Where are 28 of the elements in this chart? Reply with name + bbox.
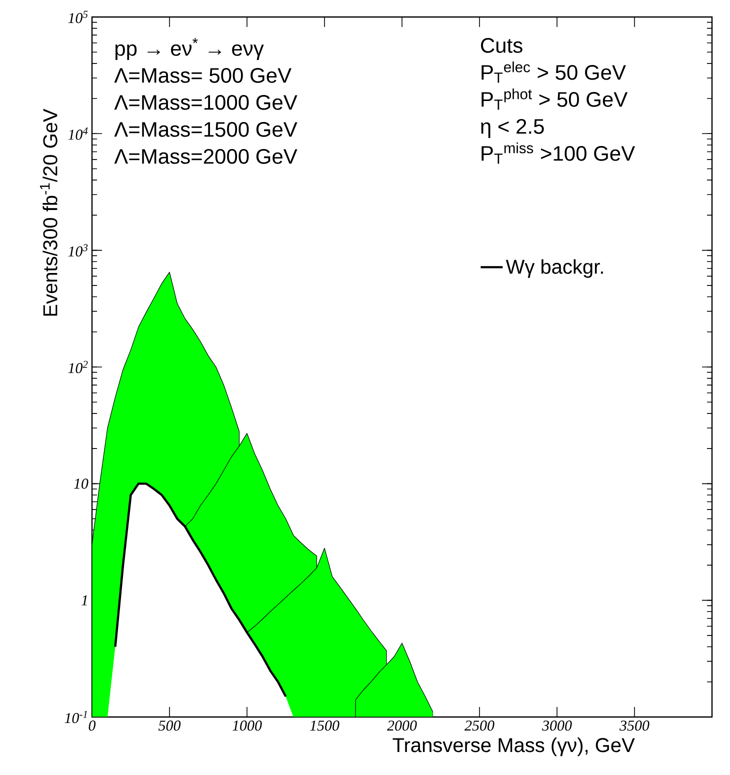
legend-label: Wγ backgr.	[506, 259, 603, 278]
y-axis-title: Events/300 fb$^{-1}$/20 GeV	[40, 108, 58, 316]
annotation: Λ=Mass= 500 GeV	[114, 68, 292, 83]
x-tick-label: 2000	[387, 720, 417, 731]
y-tick-label: 10$^{4}$	[68, 128, 88, 140]
annotation: P$_{T}$$^{phot}$ > 50 GeV	[482, 88, 628, 110]
y-tick-label: 10$^{3}$	[68, 244, 88, 256]
y-tick-label: 1	[82, 595, 87, 606]
annotation: Λ=Mass=1000 GeV	[114, 94, 298, 110]
x-tick-label: 0	[88, 720, 96, 731]
x-tick-label: 2500	[464, 720, 494, 731]
x-tick-label: 3000	[542, 720, 572, 731]
x-tick-label: 1500	[310, 720, 340, 731]
annotation: P$_{T}$$^{miss}$ >100 GeV	[482, 142, 635, 164]
x-axis-title: Transverse Mass (γν), GeV	[392, 738, 635, 756]
y-tick-label: 10$^{-1}$	[64, 710, 87, 724]
annotation: Cuts	[481, 38, 522, 53]
annotation: η < 2.5	[481, 119, 544, 138]
x-tick-label: 1000	[232, 720, 262, 731]
x-tick-label: 500	[158, 720, 181, 731]
annotation: Λ=Mass=2000 GeV	[114, 149, 298, 164]
annotation: Λ=Mass=1500 GeV	[114, 122, 298, 137]
x-tick-label: 3500	[619, 720, 650, 731]
y-tick-label: 10	[74, 478, 88, 489]
annotation: P$_{T}$$^{elec}$ > 50 GeV	[482, 62, 626, 83]
annotation: pp → eν$^{*}$ → eνγ	[115, 38, 264, 60]
y-tick-label: 10$^{2}$	[68, 360, 88, 374]
y-tick-label: 10$^{5}$	[68, 10, 88, 24]
